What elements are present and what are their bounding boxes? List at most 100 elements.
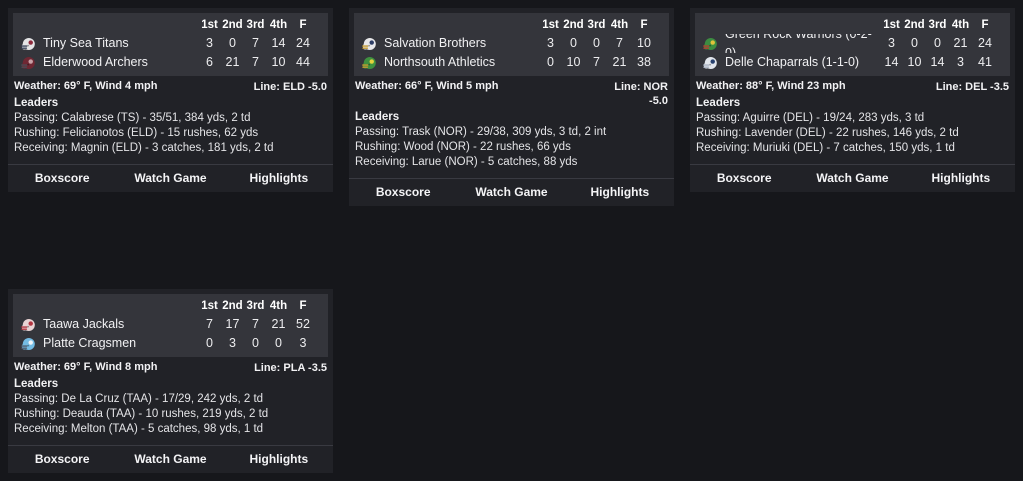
score-panel: 1st 2nd 3rd 4th F Taawa J [13,294,328,357]
betting-line-text: Line: PLA -3.5 [254,362,327,374]
col-header-1st: 1st [542,19,559,31]
highlights-button[interactable]: Highlights [249,452,309,466]
home-score-q1: 0 [547,55,554,69]
away-score-q4: 21 [271,317,286,331]
watch-game-button[interactable]: Watch Game [134,171,207,185]
home-team-helmet-icon [20,55,36,71]
away-score-q4: 14 [271,36,286,50]
col-header-1st: 1st [883,19,900,31]
col-header-final: F [299,19,307,31]
away-score-final: 24 [296,36,310,50]
rushing-leader: Rushing: Wood (NOR) - 22 rushes, 66 yds [355,141,571,153]
away-team-helmet-icon [20,36,36,52]
betting-line: Line: ELD -5.0 [254,80,327,94]
watch-game-button[interactable]: Watch Game [475,185,548,199]
passing-leader: Passing: De La Cruz (TAA) - 17/29, 242 y… [14,393,264,405]
leaders-heading: Leaders [14,378,59,390]
highlights-button[interactable]: Highlights [931,171,991,185]
home-score-q4: 10 [271,55,286,69]
away-score-q3: 7 [252,36,259,50]
betting-line: Line: PLA -3.5 [254,361,327,375]
away-score-final: 24 [978,36,992,50]
home-score-final: 41 [978,55,992,69]
leaders-heading: Leaders [696,97,741,109]
home-team-row: Elderwood Archers [20,53,198,72]
home-score-final: 3 [299,336,307,350]
receiving-leader: Receiving: Melton (TAA) - 5 catches, 98 … [14,423,264,435]
betting-line-text-2: -5.0 [649,95,668,107]
passing-leader: Passing: Calabrese (TS) - 35/51, 384 yds… [14,112,251,124]
home-team-row: Delle Chaparrals (1-1-0) [702,53,880,72]
col-header-2nd: 2nd [222,19,243,31]
watch-game-button[interactable]: Watch Game [816,171,889,185]
weather-text: Weather: 69° F, Wind 8 mph [14,361,158,373]
col-header-4th: 4th [269,300,288,312]
away-team-name: Green Rock Warriors (0-2-0) [725,34,872,53]
home-score-q3: 7 [252,55,259,69]
away-score-q2: 17 [225,317,240,331]
col-header-2nd: 2nd [563,19,584,31]
away-score-q2: 0 [911,36,918,50]
away-score-q4: 7 [616,36,623,50]
watch-game-button[interactable]: Watch Game [134,452,207,466]
away-score-q3: 0 [934,36,941,50]
receiving-leader: Receiving: Muriuki (DEL) - 7 catches, 15… [696,142,955,154]
passing-leader: Passing: Aguirre (DEL) - 19/24, 283 yds,… [696,112,925,124]
game-card: 1st 2nd 3rd 4th F Tiny Se [8,8,333,192]
away-score-final: 52 [296,317,310,331]
away-team-row: Green Rock Warriors (0-2-0) [702,34,880,53]
col-header-3rd: 3rd [246,300,265,312]
highlights-button[interactable]: Highlights [590,185,650,199]
leaders-section: Leaders Passing: De La Cruz (TAA) - 17/2… [8,376,333,440]
away-score-q1: 3 [547,36,554,50]
home-score-final: 44 [296,55,310,69]
col-header-4th: 4th [951,19,970,31]
boxscore-button[interactable]: Boxscore [716,171,772,185]
leaders-section: Leaders Passing: Aguirre (DEL) - 19/24, … [690,95,1015,159]
col-header-final: F [299,300,307,312]
home-team-helmet-icon [20,336,36,352]
home-team-name: Platte Cragsmen [43,336,137,350]
home-score-q1: 0 [206,336,213,350]
col-header-final: F [981,19,989,31]
away-score-q3: 0 [593,36,600,50]
home-score-final: 38 [637,55,651,69]
col-header-4th: 4th [269,19,288,31]
home-score-q4: 3 [957,55,964,69]
home-score-q4: 0 [275,336,282,350]
meta-row: Weather: 66° F, Wind 5 mph Line: NOR -5.… [349,76,674,109]
away-team-name: Tiny Sea Titans [43,36,129,50]
meta-row: Weather: 88° F, Wind 23 mph Line: DEL -3… [690,76,1015,95]
score-table: 1st 2nd 3rd 4th F Green R [702,16,998,72]
away-team-name: Salvation Brothers [384,36,487,50]
card-footer: Boxscore Watch Game Highlights [8,445,333,473]
highlights-button[interactable]: Highlights [249,171,309,185]
betting-line-text: Line: DEL -3.5 [935,81,1009,93]
away-score-q2: 0 [570,36,577,50]
rushing-leader: Rushing: Deauda (TAA) - 10 rushes, 219 y… [14,408,269,420]
card-footer: Boxscore Watch Game Highlights [8,164,333,192]
score-panel: 1st 2nd 3rd 4th F Tiny Se [13,13,328,76]
boxscore-button[interactable]: Boxscore [34,171,90,185]
boxscore-button[interactable]: Boxscore [375,185,431,199]
leaders-heading: Leaders [355,111,400,123]
game-card: 1st 2nd 3rd 4th F Salvati [349,8,674,206]
score-table-corner [20,297,198,315]
rushing-leader: Rushing: Lavender (DEL) - 22 rushes, 146… [696,127,959,139]
score-table: 1st 2nd 3rd 4th F Taawa J [20,297,316,353]
weather-text: Weather: 69° F, Wind 4 mph [14,80,158,92]
score-panel: 1st 2nd 3rd 4th F Salvati [354,13,669,76]
score-table: 1st 2nd 3rd 4th F Tiny Se [20,16,316,72]
col-header-3rd: 3rd [246,19,265,31]
game-card: 1st 2nd 3rd 4th F Green R [690,8,1015,192]
col-header-1st: 1st [201,300,218,312]
betting-line-text: Line: ELD -5.0 [253,81,327,93]
away-team-name: Taawa Jackals [43,317,125,331]
home-team-row: Platte Cragsmen [20,334,198,353]
score-table-corner [361,16,539,34]
receiving-leader: Receiving: Magnin (ELD) - 3 catches, 181… [14,142,274,154]
boxscore-button[interactable]: Boxscore [34,452,90,466]
away-score-final: 10 [637,36,651,50]
home-score-q2: 10 [907,55,922,69]
col-header-final: F [640,19,648,31]
